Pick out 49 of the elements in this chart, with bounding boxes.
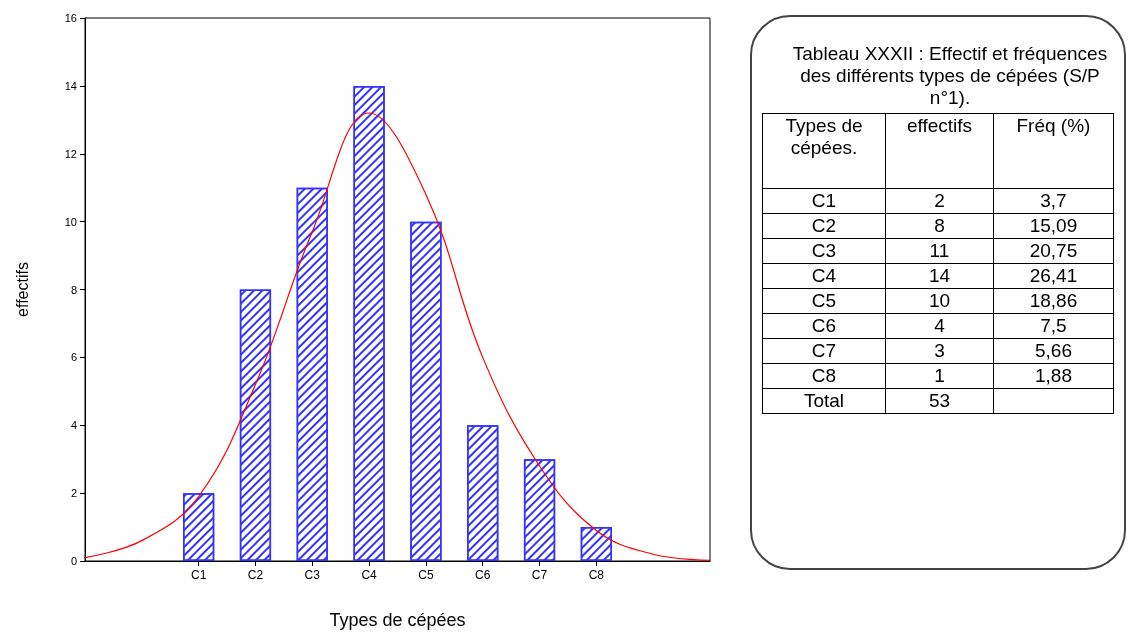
data-label: 3,7 [993,188,1114,214]
x-tick-label: C7 [531,568,548,582]
y-tick-label: 10 [64,215,77,228]
data-label: 3 [885,338,994,364]
x-axis-title: Types de cépées [329,610,466,630]
y-tick-label: 2 [70,487,77,500]
data-label: 1,88 [993,363,1114,389]
data-label: 15,09 [993,213,1114,239]
data-label: 7,5 [993,313,1114,339]
category-label: C8 [762,363,886,389]
data-label: 5,66 [993,338,1114,364]
category-label: C5 [762,288,886,314]
category-label: C7 [762,338,886,364]
x-tick-label: C4 [361,568,378,582]
text: Tableau XXXII : Effectif et fréquences des différents types de cépées (S/P n°1). [792,43,1108,109]
y-tick-label: 14 [64,79,77,92]
category-label: C4 [762,263,886,289]
data-label: 11 [885,238,994,264]
text: Types de cépées. [762,113,886,189]
y-tick-label: 6 [70,351,77,364]
data-label: 53 [885,388,994,414]
text: Fréq (%) [993,113,1114,189]
data-label: 14 [885,263,994,289]
y-tick-label: 8 [70,283,77,296]
y-tick-label: 12 [64,147,77,160]
y-tick-label: 4 [70,419,77,432]
category-label: C2 [762,213,886,239]
x-tick-label: C1 [190,568,207,582]
data-label: 18,86 [993,288,1114,314]
data-label: 8 [885,213,994,239]
category-label: Total [762,388,886,414]
y-axis-title: effectifs [13,262,31,317]
x-tick-label: C3 [304,568,321,582]
x-tick-label: C8 [588,568,605,582]
category-label: C6 [762,313,886,339]
x-tick-label: C5 [418,568,434,582]
category-label: C1 [762,188,886,214]
data-label: 20,75 [993,238,1114,264]
data-label: 10 [885,288,994,314]
category-label: C3 [762,238,886,264]
text: effectifs [885,113,994,189]
data-label: 1 [885,363,994,389]
x-tick-label: C2 [247,568,264,582]
data-label: 2 [885,188,994,214]
y-tick-label: 16 [64,12,77,24]
data-label: 4 [885,313,994,339]
data-label: 26,41 [993,263,1114,289]
x-tick-label: C6 [475,568,491,582]
y-tick-label: 0 [70,555,77,567]
